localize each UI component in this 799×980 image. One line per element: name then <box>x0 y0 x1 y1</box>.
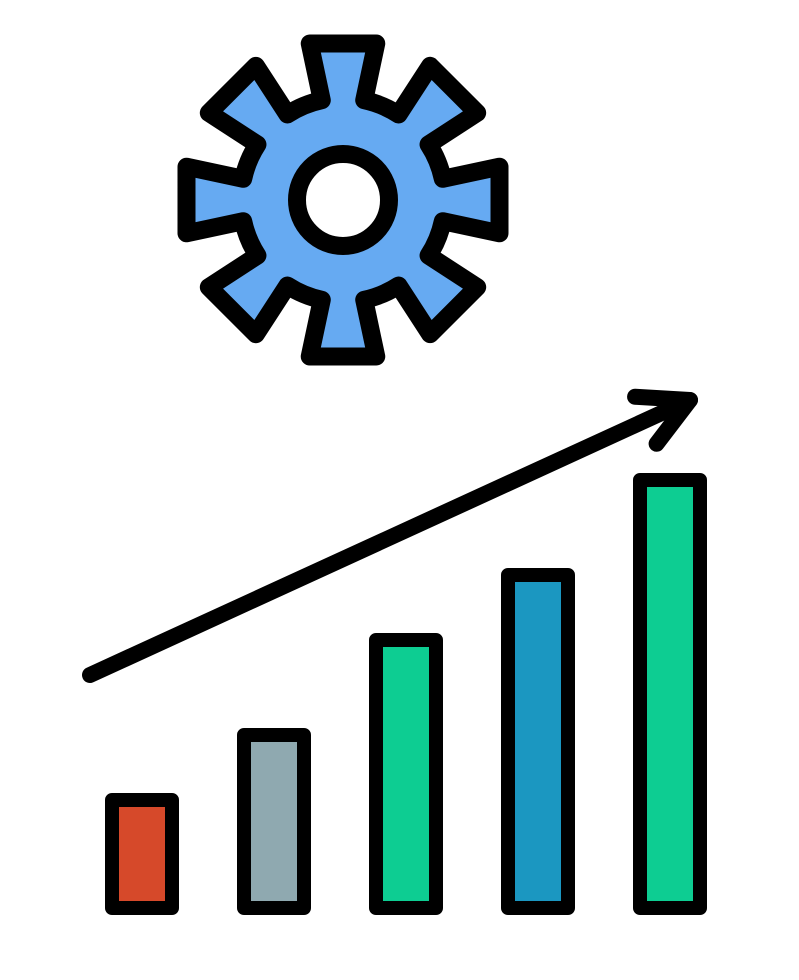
gear-icon <box>186 43 499 356</box>
chart-bar <box>508 575 568 908</box>
chart-bar <box>376 640 436 908</box>
chart-bar <box>640 480 700 908</box>
chart-bar <box>244 735 304 908</box>
gear-hub <box>297 154 389 246</box>
chart-bar <box>112 800 172 908</box>
